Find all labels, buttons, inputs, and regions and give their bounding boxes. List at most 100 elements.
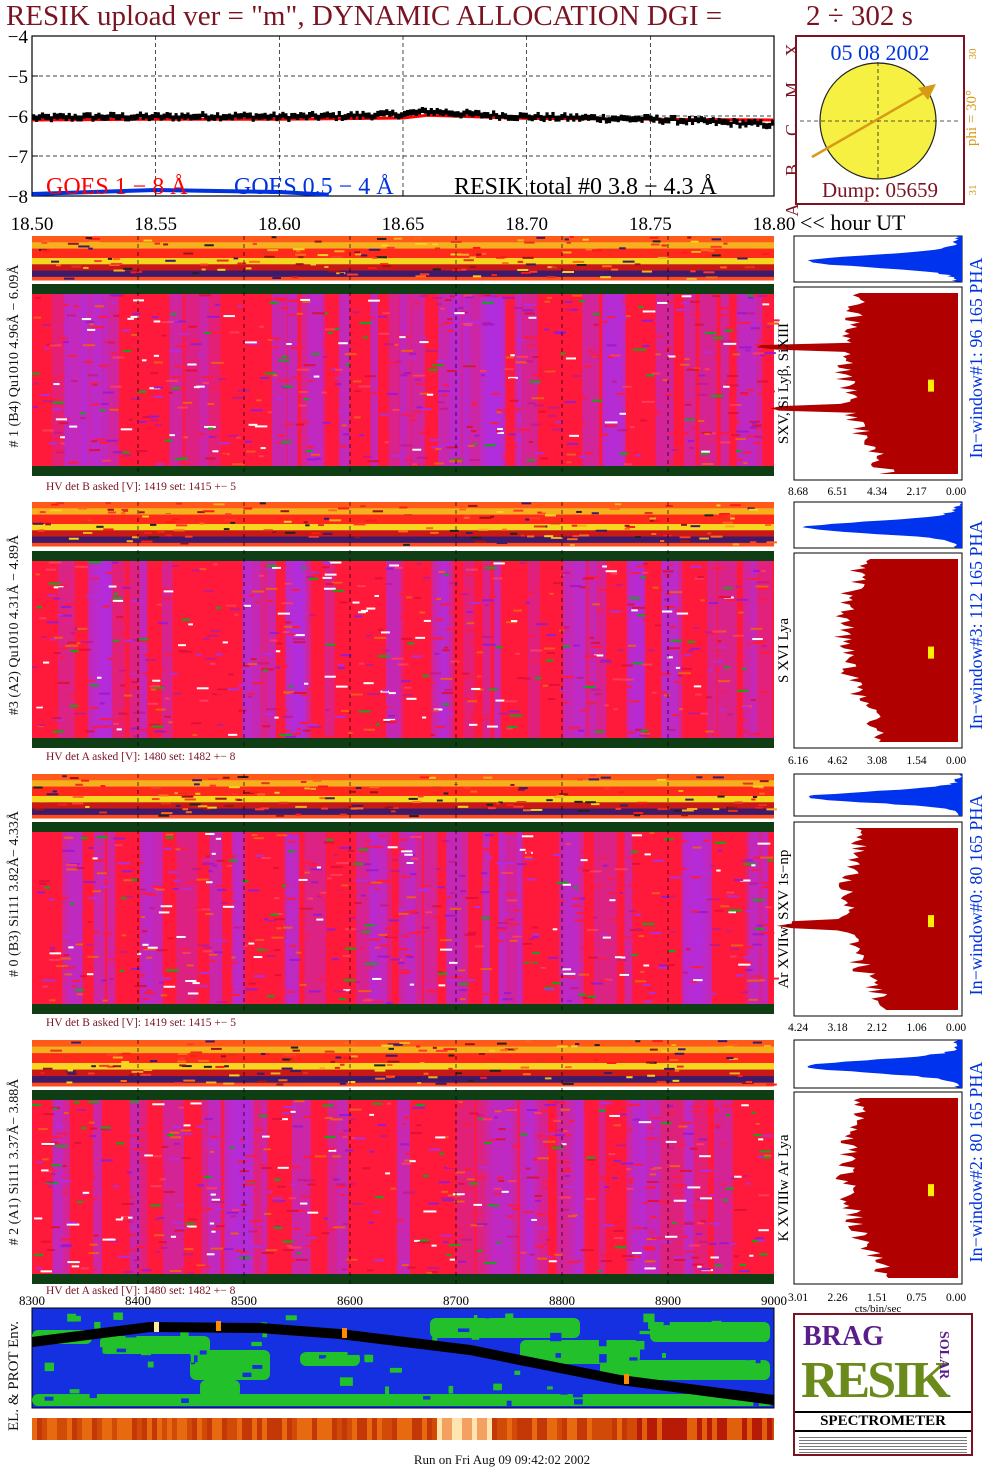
- lower-pixel: [247, 695, 253, 698]
- lower-pixel: [283, 385, 293, 388]
- lower-pixel: [690, 647, 701, 650]
- series-point: [714, 120, 718, 127]
- lower-pixel: [525, 1167, 531, 1170]
- lower-pixel: [531, 926, 539, 929]
- lower-pixel: [406, 896, 416, 899]
- upper-band: [32, 1043, 774, 1048]
- upper-pixel: [565, 1066, 572, 1069]
- lower-pixel: [700, 1169, 713, 1172]
- lower-pixel: [572, 904, 580, 907]
- series-point: [444, 108, 448, 115]
- map-pixel: [505, 1313, 514, 1321]
- lower-pixel: [382, 312, 390, 315]
- lower-pixel: [543, 605, 548, 608]
- lower-pixel: [44, 347, 50, 350]
- map-pixel: [675, 1373, 681, 1379]
- upper-pixel: [709, 782, 721, 785]
- lower-pixel: [448, 860, 457, 863]
- series-point: [147, 115, 151, 122]
- column-stripe: [624, 832, 633, 1004]
- map-pixel: [539, 1385, 546, 1392]
- lower-pixel: [671, 895, 676, 898]
- lower-pixel: [154, 730, 166, 733]
- lower-pixel: [534, 452, 545, 455]
- lower-pixel: [107, 1148, 118, 1151]
- lower-pixel: [695, 911, 708, 914]
- lower-pixel: [155, 424, 162, 427]
- lower-pixel: [475, 832, 483, 835]
- lower-pixel: [482, 1118, 493, 1121]
- lower-pixel: [112, 1112, 123, 1115]
- lower-pixel: [642, 571, 649, 574]
- lower-pixel: [391, 1102, 397, 1105]
- upper-pixel: [189, 803, 201, 806]
- lower-pixel: [562, 883, 571, 886]
- lower-pixel: [497, 428, 503, 431]
- column-stripe: [761, 832, 769, 1004]
- upper-pixel: [339, 272, 345, 275]
- lower-pixel: [496, 409, 507, 412]
- upper-pixel: [474, 540, 487, 543]
- upper-pixel: [107, 1065, 115, 1068]
- lower-pixel: [751, 869, 759, 872]
- lower-pixel: [622, 1254, 634, 1257]
- lower-pixel: [709, 1124, 722, 1127]
- lower-pixel: [290, 1183, 298, 1186]
- lower-pixel: [687, 440, 695, 443]
- upper-pixel: [173, 1082, 183, 1085]
- lower-pixel: [605, 570, 617, 573]
- lower-pixel: [228, 673, 234, 676]
- upper-pixel: [256, 1072, 265, 1075]
- lower-pixel: [340, 709, 351, 712]
- env-cell: [307, 1418, 313, 1440]
- lower-pixel: [92, 577, 99, 580]
- lower-pixel: [238, 684, 246, 687]
- lower-pixel: [497, 922, 508, 925]
- lower-pixel: [373, 1134, 384, 1137]
- series-point: [551, 111, 555, 118]
- lower-pixel: [504, 992, 512, 995]
- upper-pixel: [303, 521, 308, 524]
- lower-pixel: [332, 1178, 340, 1181]
- lower-pixel: [648, 992, 656, 995]
- lower-pixel: [97, 676, 102, 679]
- map-pixel: [177, 1336, 183, 1343]
- lower-pixel: [543, 357, 552, 360]
- window-label: In−window#3: 112 165 PHA: [966, 521, 986, 730]
- lower-pixel: [132, 599, 143, 602]
- lower-pixel: [151, 725, 164, 728]
- lower-pixel: [526, 1108, 538, 1111]
- lower-pixel: [642, 310, 656, 313]
- lower-pixel: [380, 413, 389, 416]
- upper-pixel: [71, 1041, 81, 1044]
- upper-pixel: [334, 1049, 339, 1052]
- lower-pixel: [288, 1246, 302, 1249]
- series-point: [486, 112, 490, 119]
- lower-pixel: [523, 718, 529, 721]
- upper-pixel: [728, 809, 738, 812]
- upper-pixel: [68, 537, 79, 540]
- lower-pixel: [353, 380, 362, 383]
- lower-pixel: [526, 336, 538, 339]
- lower-pixel: [758, 598, 768, 601]
- lower-pixel: [227, 688, 240, 691]
- upper-pixel: [252, 242, 257, 245]
- env-cell: [277, 1418, 283, 1440]
- series-point: [397, 113, 401, 120]
- lower-pixel: [115, 442, 122, 445]
- lower-pixel: [383, 718, 396, 721]
- lower-pixel: [580, 1249, 594, 1252]
- upper-pixel: [690, 525, 701, 528]
- lower-pixel: [54, 933, 62, 936]
- env-cell: [72, 1418, 78, 1440]
- lower-pixel: [57, 613, 63, 616]
- upper-pixel: [649, 236, 659, 239]
- lower-pixel: [160, 587, 168, 590]
- lower-pixel: [293, 691, 307, 694]
- spectrum-marker: [928, 1184, 934, 1197]
- series-point: [687, 115, 692, 122]
- lower-pixel: [91, 326, 104, 329]
- series-point: [468, 110, 472, 117]
- orbit-side-label: EL. & PROT Env.: [6, 1321, 22, 1431]
- lower-pixel: [123, 694, 133, 697]
